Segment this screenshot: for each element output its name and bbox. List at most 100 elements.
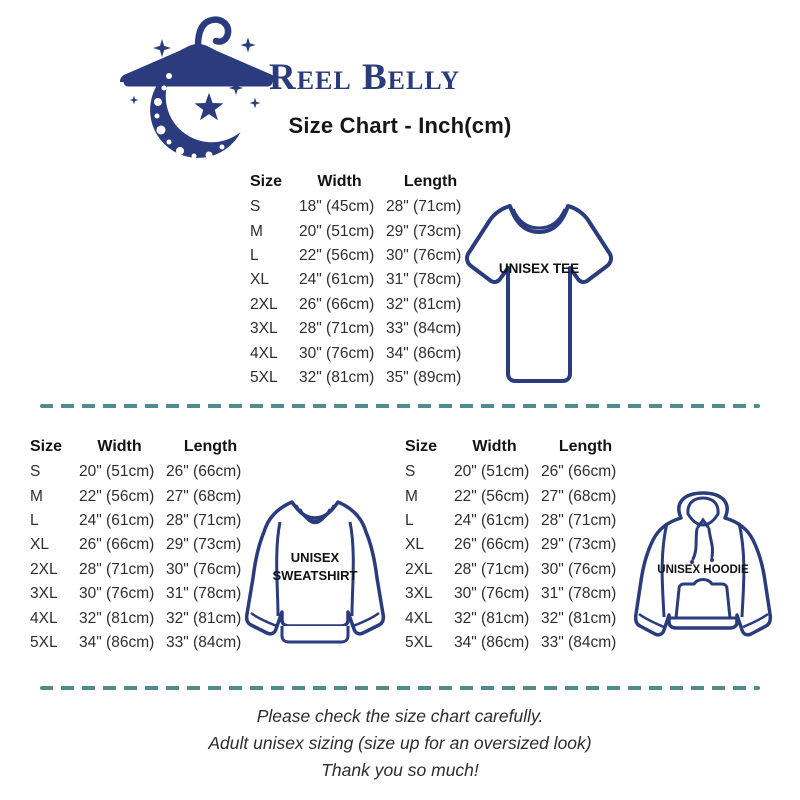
size-cell: 5XL: [30, 633, 58, 651]
tee-label: UNISEX TEE: [499, 261, 579, 276]
length-cell: 33" (84cm): [386, 320, 462, 338]
size-row: 3XL 28" (71cm) 33" (84cm): [250, 317, 478, 341]
size-row: 2XL 28" (71cm) 30" (76cm): [405, 558, 633, 582]
dashed-divider-bottom: [40, 686, 760, 690]
length-cell: 30" (76cm): [541, 560, 617, 578]
size-row: 5XL 32" (81cm) 35" (89cm): [250, 366, 478, 390]
size-cell: 4XL: [250, 344, 278, 362]
size-row: S 20" (51cm) 26" (66cm): [30, 460, 258, 484]
size-row: S 18" (45cm) 28" (71cm): [250, 195, 478, 219]
size-cell: 2XL: [30, 560, 58, 578]
sweatshirt-label-line1: UNISEX: [291, 550, 340, 565]
width-cell: 30" (76cm): [299, 344, 375, 362]
page-title: Size Chart - Inch(cm): [288, 113, 512, 138]
dashed-divider-top: [40, 404, 760, 408]
size-cell: M: [405, 487, 418, 505]
width-cell: 24" (61cm): [299, 271, 375, 289]
size-cell: 2XL: [250, 295, 278, 313]
hanger-moon-stars-logo-icon: [120, 16, 276, 159]
size-row: L 22" (56cm) 30" (76cm): [250, 244, 478, 268]
length-cell: 29" (73cm): [166, 536, 242, 554]
col-header-length: Length: [558, 437, 613, 455]
width-cell: 18" (45cm): [299, 198, 375, 216]
hoodie-label: UNISEX HOODIE: [657, 564, 749, 576]
size-row: S 20" (51cm) 26" (66cm): [405, 460, 633, 484]
length-cell: 31" (78cm): [386, 271, 462, 289]
size-cell: S: [30, 463, 41, 481]
hoodie-illustration: UNISEX HOODIE: [633, 491, 773, 637]
size-cell: 4XL: [405, 609, 433, 627]
size-row: 4XL 32" (81cm) 32" (81cm): [405, 606, 633, 630]
length-cell: 32" (81cm): [386, 295, 462, 313]
footer-note: Please check the size chart carefully. A…: [0, 703, 800, 784]
col-header-size: Size: [250, 172, 283, 190]
size-row: XL 24" (61cm) 31" (78cm): [250, 268, 478, 292]
footer-line: Adult unisex sizing (size up for an over…: [208, 733, 592, 753]
size-cell: L: [405, 511, 414, 529]
width-cell: 22" (56cm): [79, 487, 155, 505]
col-header-size: Size: [30, 437, 63, 455]
size-row: 4XL 30" (76cm) 34" (86cm): [250, 341, 478, 365]
length-cell: 33" (84cm): [166, 633, 242, 651]
sweatshirt-size-table: Size Width Length S 20" (51cm) 26" (66cm…: [30, 433, 258, 655]
size-row: 5XL 34" (86cm) 33" (84cm): [405, 631, 633, 655]
length-cell: 31" (78cm): [541, 585, 617, 603]
length-cell: 26" (66cm): [166, 463, 242, 481]
col-header-width: Width: [97, 437, 142, 455]
size-cell: 3XL: [30, 585, 58, 603]
width-cell: 34" (86cm): [454, 633, 530, 651]
width-cell: 28" (71cm): [454, 560, 530, 578]
table-header-row: Size Width Length: [30, 433, 258, 460]
width-cell: 32" (81cm): [79, 609, 155, 627]
size-cell: L: [250, 246, 259, 264]
length-cell: 33" (84cm): [541, 633, 617, 651]
footer-line: Please check the size chart carefully.: [256, 706, 544, 726]
tee-size-table: Size Width Length S 18" (45cm) 28" (71cm…: [250, 168, 478, 390]
table-header-row: Size Width Length: [250, 168, 478, 195]
length-cell: 35" (89cm): [386, 368, 462, 386]
size-row: 5XL 34" (86cm) 33" (84cm): [30, 631, 258, 655]
size-cell: M: [30, 487, 43, 505]
size-row: 2XL 26" (66cm) 32" (81cm): [250, 293, 478, 317]
size-cell: S: [405, 463, 416, 481]
width-cell: 22" (56cm): [299, 246, 375, 264]
col-header-length: Length: [183, 437, 238, 455]
size-cell: 3XL: [250, 320, 278, 338]
length-cell: 29" (73cm): [541, 536, 617, 554]
length-cell: 26" (66cm): [541, 463, 617, 481]
size-row: 4XL 32" (81cm) 32" (81cm): [30, 606, 258, 630]
length-cell: 28" (71cm): [386, 198, 462, 216]
size-row: M 20" (51cm) 29" (73cm): [250, 219, 478, 243]
width-cell: 26" (66cm): [299, 295, 375, 313]
sweatshirt-label-line2: SWEATSHIRT: [273, 568, 358, 583]
brand-title: Reel Belly: [269, 57, 461, 98]
width-cell: 24" (61cm): [79, 511, 155, 529]
hoodie-size-table: Size Width Length S 20" (51cm) 26" (66cm…: [405, 433, 633, 655]
size-row: M 22" (56cm) 27" (68cm): [405, 484, 633, 508]
width-cell: 32" (81cm): [299, 368, 375, 386]
size-cell: 5XL: [405, 633, 433, 651]
size-cell: 4XL: [30, 609, 58, 627]
width-cell: 26" (66cm): [454, 536, 530, 554]
size-cell: 3XL: [405, 585, 433, 603]
size-cell: XL: [30, 536, 49, 554]
size-row: L 24" (61cm) 28" (71cm): [30, 509, 258, 533]
tee-illustration: UNISEX TEE: [465, 204, 613, 383]
width-cell: 32" (81cm): [454, 609, 530, 627]
width-cell: 22" (56cm): [454, 487, 530, 505]
table-header-row: Size Width Length: [405, 433, 633, 460]
size-cell: 5XL: [250, 368, 278, 386]
width-cell: 30" (76cm): [79, 585, 155, 603]
size-row: XL 26" (66cm) 29" (73cm): [30, 533, 258, 557]
width-cell: 26" (66cm): [79, 536, 155, 554]
width-cell: 28" (71cm): [79, 560, 155, 578]
size-cell: M: [250, 222, 263, 240]
size-row: 3XL 30" (76cm) 31" (78cm): [30, 582, 258, 606]
col-header-width: Width: [472, 437, 517, 455]
size-cell: 2XL: [405, 560, 433, 578]
size-row: L 24" (61cm) 28" (71cm): [405, 509, 633, 533]
size-cell: XL: [250, 271, 269, 289]
length-cell: 27" (68cm): [541, 487, 617, 505]
size-row: 2XL 28" (71cm) 30" (76cm): [30, 558, 258, 582]
size-row: 3XL 30" (76cm) 31" (78cm): [405, 582, 633, 606]
